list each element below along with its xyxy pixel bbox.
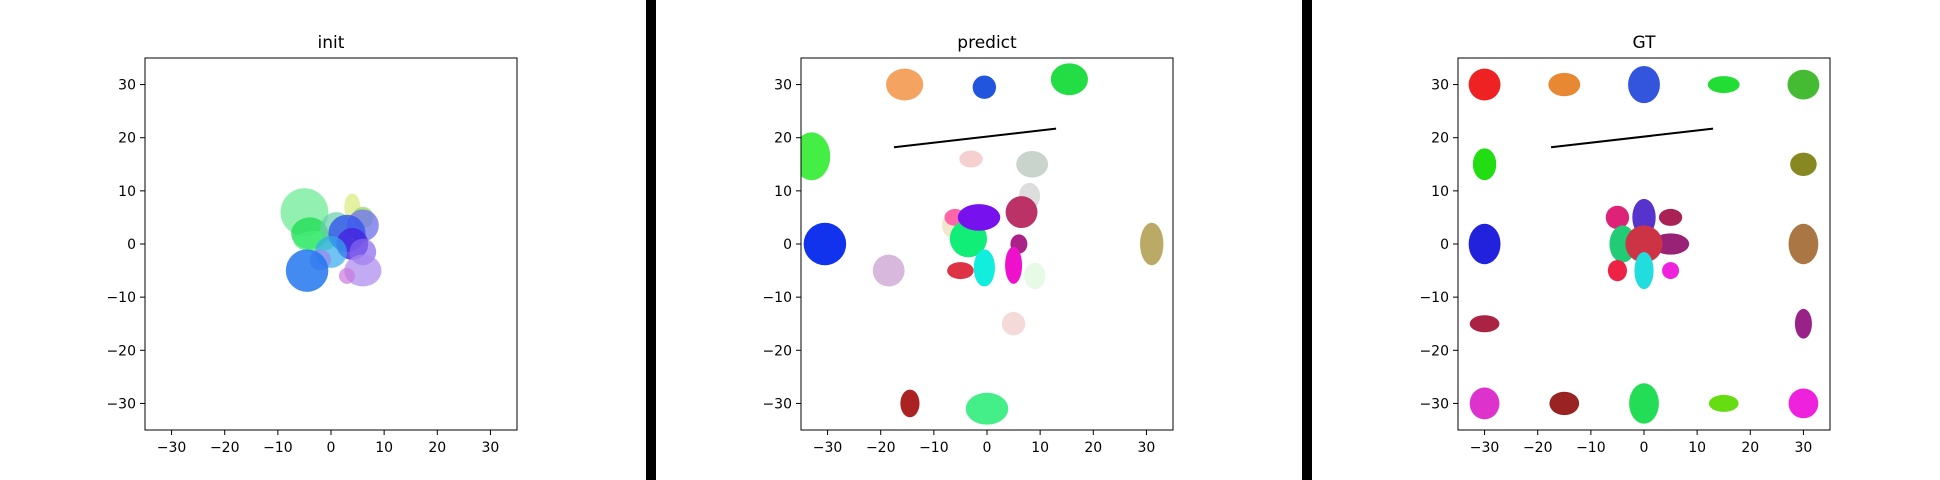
ellipse-mark: [1634, 251, 1654, 290]
x-tick-label: −10: [919, 440, 949, 456]
line-segment: [893, 127, 1057, 149]
ellipse-mark: [1548, 72, 1581, 97]
plot-frame: [800, 57, 1174, 431]
ellipse-mark: [1628, 65, 1660, 104]
ellipse-mark: [972, 75, 997, 99]
y-tick-label: 20: [774, 131, 792, 147]
ellipse-mark: [957, 204, 1001, 231]
ellipse-mark: [1605, 205, 1630, 230]
ellipse-mark: [1140, 222, 1164, 266]
ellipse-mark: [872, 254, 905, 287]
x-tick-label: −20: [210, 440, 240, 456]
y-tick-label: −30: [1419, 396, 1449, 412]
y-tick-label: −30: [762, 396, 792, 412]
y-tick-label: 0: [1440, 237, 1449, 253]
ellipse-mark: [1607, 259, 1627, 282]
ellipse-mark: [1468, 68, 1501, 101]
line-segment: [1550, 127, 1714, 149]
x-tick-label: 10: [1031, 440, 1049, 456]
y-tick-label: 10: [774, 184, 792, 200]
panel-title: predict: [957, 33, 1017, 53]
ellipse-mark: [1794, 308, 1812, 339]
y-tick-label: 0: [783, 237, 792, 253]
x-tick-label: 20: [428, 440, 446, 456]
ellipse-mark: [965, 392, 1009, 425]
ellipse-mark: [803, 222, 847, 266]
x-tick-label: 0: [983, 440, 992, 456]
x-tick-label: 0: [1640, 440, 1649, 456]
ellipse-mark: [1005, 246, 1023, 284]
x-tick-label: 20: [1741, 440, 1759, 456]
x-tick-label: 20: [1084, 440, 1102, 456]
ellipse-mark: [1787, 69, 1820, 100]
x-tick-label: −30: [813, 440, 843, 456]
x-tick-label: 10: [1688, 440, 1706, 456]
ellipse-mark: [1625, 225, 1663, 263]
y-tick-label: −20: [1419, 343, 1449, 359]
ellipse-mark: [1468, 223, 1501, 265]
ellipse-mark: [1016, 151, 1049, 178]
ellipse-mark: [947, 262, 974, 280]
ellipse-mark: [1549, 391, 1580, 416]
y-tick-label: 30: [1431, 78, 1449, 94]
y-tick-label: −20: [106, 343, 136, 359]
y-tick-label: −10: [762, 290, 792, 306]
x-tick-label: 30: [1795, 440, 1813, 456]
y-tick-label: 10: [118, 184, 136, 200]
plot-area: [1468, 65, 1820, 424]
x-tick-label: 30: [1138, 440, 1156, 456]
x-tick-label: −30: [1470, 440, 1500, 456]
x-tick-label: 10: [375, 440, 393, 456]
y-tick-label: 0: [127, 237, 136, 253]
ellipse-mark: [1662, 262, 1680, 280]
ellipse-mark: [1788, 223, 1819, 265]
ellipse-mark: [1469, 387, 1500, 420]
ellipse-mark: [1708, 394, 1739, 412]
panel-divider-right: [1302, 0, 1312, 480]
ellipse-mark: [973, 249, 995, 287]
plot-area: [280, 188, 382, 292]
y-tick-label: 20: [1431, 131, 1449, 147]
x-tick-label: −10: [1576, 440, 1606, 456]
x-tick-label: −30: [157, 440, 187, 456]
ellipse-mark: [338, 267, 355, 284]
ellipse-mark: [1472, 148, 1497, 181]
panel-title: init: [318, 33, 345, 53]
y-tick-label: −20: [762, 343, 792, 359]
ellipse-mark: [801, 132, 831, 181]
ellipse-mark: [1707, 76, 1740, 94]
ellipse-mark: [1001, 312, 1026, 336]
ellipse-mark: [1024, 262, 1046, 290]
y-tick-label: 30: [118, 78, 136, 94]
ellipse-mark: [1788, 388, 1819, 419]
ellipse-mark: [1050, 63, 1088, 96]
y-tick-label: 20: [118, 131, 136, 147]
panel-title: GT: [1633, 33, 1657, 53]
x-tick-label: −20: [1523, 440, 1553, 456]
x-tick-label: −10: [263, 440, 293, 456]
ellipse-mark: [959, 150, 983, 168]
ellipse-mark: [1658, 208, 1683, 226]
x-tick-label: −20: [866, 440, 896, 456]
y-tick-label: −10: [106, 290, 136, 306]
ellipse-mark: [1629, 383, 1659, 424]
y-tick-label: −10: [1419, 290, 1449, 306]
ellipse-mark: [900, 389, 920, 418]
y-tick-label: 10: [1431, 184, 1449, 200]
ellipse-mark: [1469, 315, 1500, 333]
y-tick-label: −30: [106, 396, 136, 412]
ellipse-mark: [1005, 196, 1038, 229]
x-tick-label: 30: [482, 440, 500, 456]
panel-divider-left: [646, 0, 656, 480]
ellipse-mark: [886, 68, 924, 101]
y-tick-label: 30: [774, 78, 792, 94]
plot-area: [801, 63, 1164, 425]
x-tick-label: 0: [327, 440, 336, 456]
ellipse-mark: [285, 249, 329, 292]
ellipse-mark: [1790, 152, 1817, 176]
